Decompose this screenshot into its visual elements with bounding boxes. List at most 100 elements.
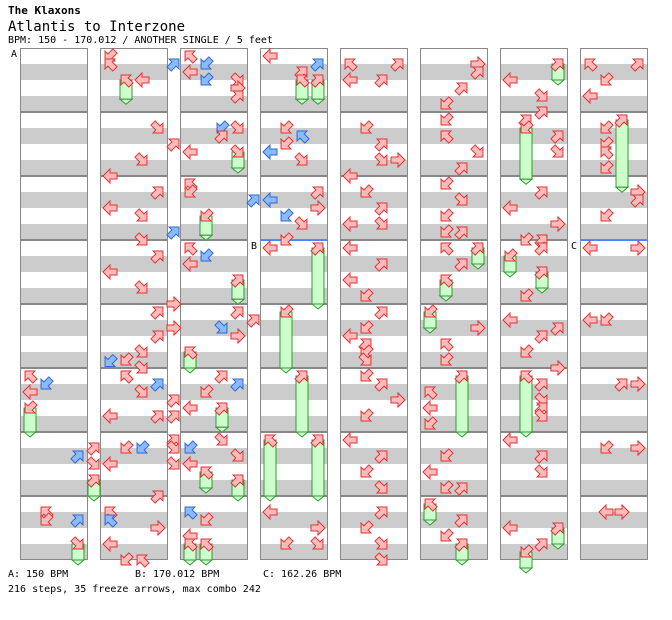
step-arrow-icon <box>230 306 244 320</box>
measure-box <box>580 112 648 176</box>
step-arrow-icon <box>296 130 310 144</box>
measure-box <box>100 240 168 304</box>
beat-stripe <box>260 256 328 272</box>
step-arrow-icon <box>600 120 614 134</box>
measure-box <box>500 240 568 304</box>
measure-box <box>420 304 488 368</box>
step-arrow-icon <box>440 480 454 494</box>
measure-box <box>180 48 248 112</box>
measure-box <box>180 496 248 560</box>
step-arrow-icon <box>200 512 214 526</box>
beat-stripe <box>100 96 168 112</box>
step-arrow-icon <box>166 138 180 152</box>
freeze-arrow-tail <box>182 367 198 374</box>
bpm-marker-label: A <box>11 49 17 60</box>
bpm-marker-label: C <box>571 241 577 252</box>
step-arrow-icon <box>136 440 150 454</box>
step-arrow-icon <box>102 199 118 217</box>
step-arrow-icon <box>294 370 308 384</box>
beat-stripe <box>180 256 248 272</box>
step-arrow-icon <box>134 344 148 358</box>
beat-stripe <box>20 480 88 496</box>
step-arrow-icon <box>422 399 438 417</box>
step-arrow-icon <box>230 274 244 288</box>
step-arrow-icon <box>104 58 118 72</box>
beat-stripe <box>100 320 168 336</box>
freeze-arrow-tail <box>422 519 438 526</box>
beat-stripe <box>500 160 568 176</box>
step-arrow-icon <box>390 151 406 169</box>
step-arrow-icon <box>550 359 566 377</box>
beat-stripe <box>420 512 488 528</box>
step-arrow-icon <box>102 263 118 281</box>
step-arrow-icon <box>134 280 148 294</box>
step-arrow-icon <box>166 456 180 470</box>
measure-box <box>20 304 88 368</box>
step-arrow-icon <box>582 311 598 329</box>
step-arrow-icon <box>200 466 214 480</box>
step-arrow-icon <box>534 378 548 392</box>
step-arrow-icon <box>534 392 548 406</box>
step-arrow-icon <box>342 239 358 257</box>
step-arrow-icon <box>374 152 388 166</box>
step-arrow-icon <box>262 239 278 257</box>
step-arrow-icon <box>134 71 150 89</box>
measure-box <box>260 176 328 240</box>
step-arrow-icon <box>150 250 164 264</box>
beat-stripe <box>420 224 488 240</box>
step-arrow-icon <box>104 514 118 528</box>
beat-stripe <box>180 448 248 464</box>
beat-stripe <box>340 256 408 272</box>
step-arrow-icon <box>440 528 454 542</box>
beat-stripe <box>420 352 488 368</box>
measure-box <box>580 368 648 432</box>
step-arrow-icon <box>120 370 134 384</box>
step-arrow-icon <box>86 456 100 470</box>
beat-stripe <box>180 96 248 112</box>
beat-stripe <box>500 288 568 304</box>
step-arrow-icon <box>310 58 324 72</box>
step-arrow-icon <box>294 216 308 230</box>
step-arrow-icon <box>600 208 614 222</box>
step-arrow-icon <box>360 408 374 422</box>
step-arrow-icon <box>264 434 278 448</box>
step-arrow-icon <box>246 314 260 328</box>
step-arrow-icon <box>584 58 598 72</box>
step-arrow-icon <box>184 242 198 256</box>
beat-stripe <box>260 224 328 240</box>
freeze-arrow-tail <box>310 303 326 310</box>
step-arrow-icon <box>22 383 38 401</box>
step-arrow-icon <box>150 120 164 134</box>
step-arrow-icon <box>440 176 454 190</box>
freeze-arrow-tail <box>518 431 534 438</box>
step-arrow-icon <box>374 378 388 392</box>
step-arrow-icon <box>534 538 548 552</box>
beat-stripe <box>20 352 88 368</box>
step-arrow-icon <box>342 327 358 345</box>
beat-stripe <box>260 288 328 304</box>
beat-stripe <box>580 160 648 176</box>
step-arrow-icon <box>440 112 454 126</box>
measure-box <box>420 496 488 560</box>
beat-stripe <box>260 544 328 560</box>
step-arrow-icon <box>502 199 518 217</box>
step-arrow-icon <box>230 474 244 488</box>
step-arrow-icon <box>310 199 326 217</box>
beat-stripe <box>180 160 248 176</box>
step-arrow-icon <box>182 143 198 161</box>
beat-stripe <box>580 320 648 336</box>
step-arrow-icon <box>440 224 454 238</box>
step-arrow-icon <box>424 498 438 512</box>
beat-stripe <box>500 480 568 496</box>
freeze-arrow-tail <box>198 234 214 241</box>
freeze-arrow-tail <box>198 487 214 494</box>
beat-stripe <box>580 256 648 272</box>
beat-stripe <box>260 480 328 496</box>
measure-box <box>420 368 488 432</box>
beat-stripe <box>500 544 568 560</box>
beat-stripe <box>580 480 648 496</box>
beat-stripe <box>500 96 568 112</box>
beat-stripe <box>260 512 328 528</box>
step-arrow-icon <box>214 320 228 334</box>
